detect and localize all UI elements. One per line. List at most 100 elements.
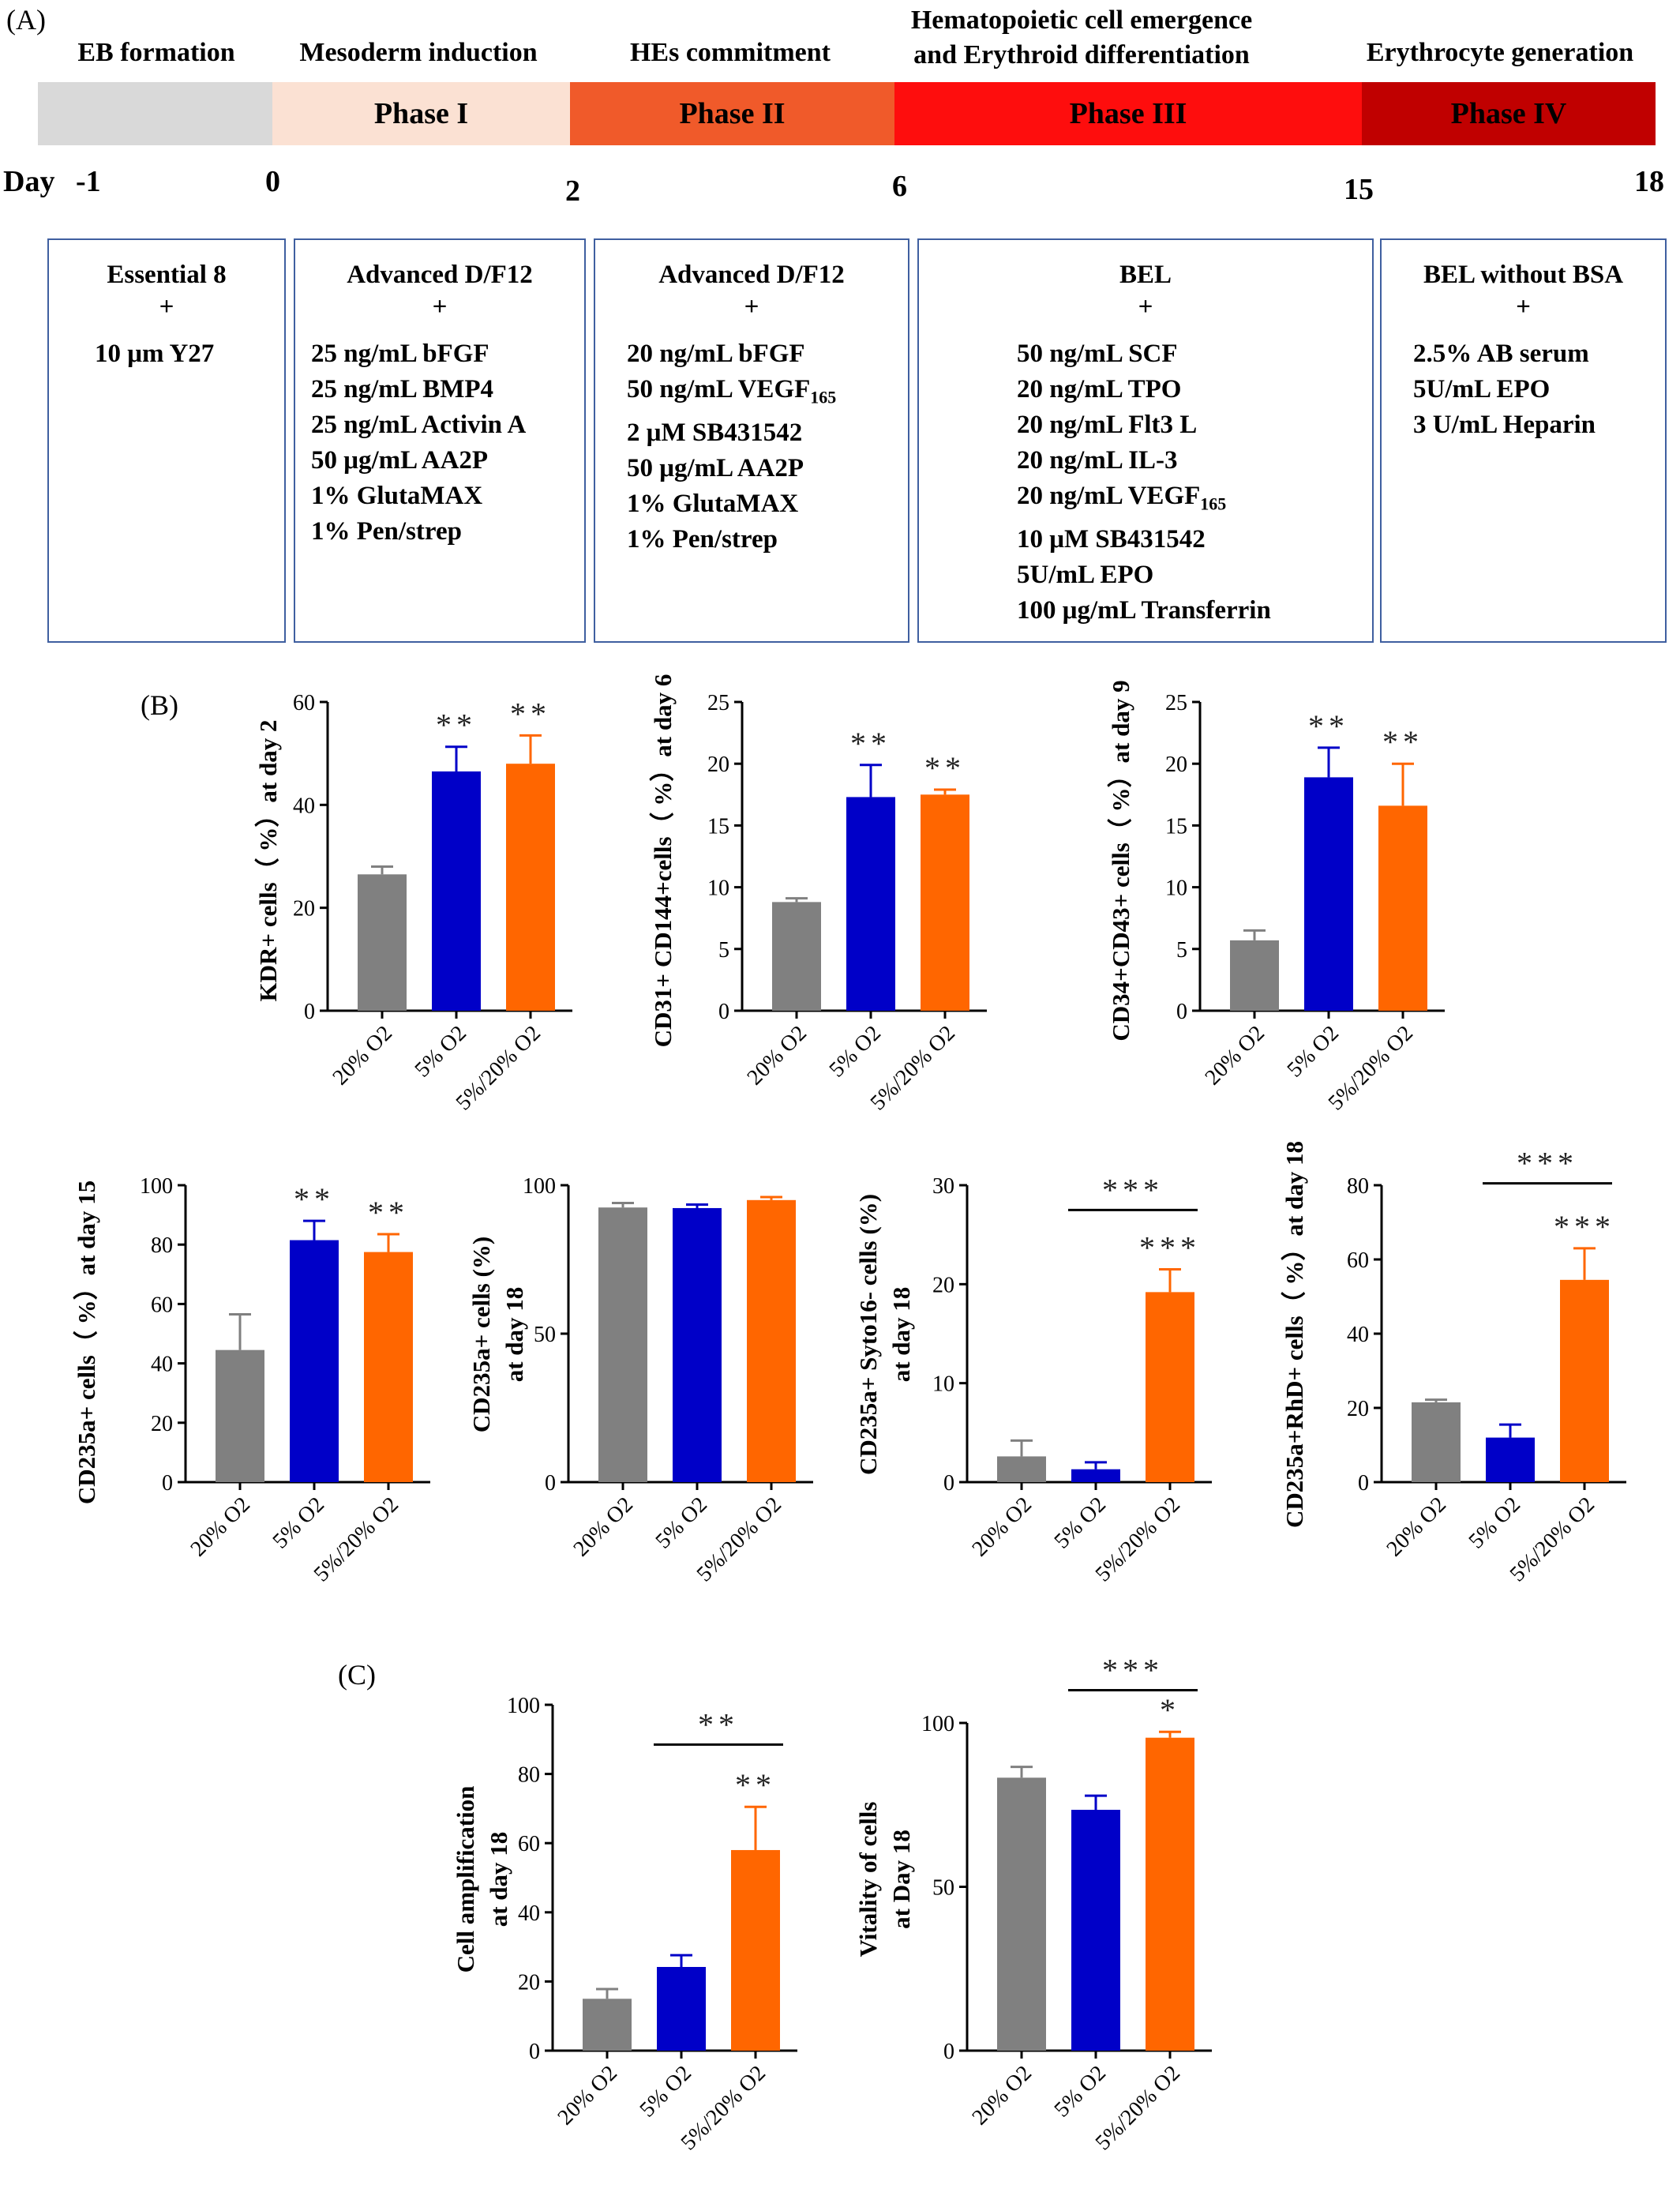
bar-chart: 0 10 20 30 CD235a+ Syto16- cells (%) at day 1… (854, 1172, 1212, 1586)
bar (846, 797, 895, 1011)
bar (772, 902, 821, 1011)
medium-box-phase-3: BEL + 50 ng/mL SCF 20 ng/mL TPO 20 ng/mL… (917, 238, 1374, 643)
bracket-stars: *** (1102, 1172, 1164, 1207)
medium-item: 2 μM SB431542 (627, 418, 803, 447)
y-tick-label: 0 (943, 1471, 954, 1496)
day-label: 18 (1634, 165, 1664, 198)
medium-item: 20 ng/mL Flt3 L (1017, 411, 1198, 439)
bar (1071, 1469, 1120, 1482)
day-label: 15 (1344, 173, 1374, 206)
y-axis-label: at day 18 (501, 1287, 528, 1383)
day-label: 0 (265, 165, 280, 198)
medium-item: 1% Pen/strep (627, 524, 778, 554)
y-tick-label: 0 (1176, 1000, 1187, 1024)
bracket-stars: *** (1517, 1146, 1578, 1181)
y-tick-label: 20 (293, 897, 315, 921)
bar-chart: 0 5 10 15 20 25 CD31+ CD144+cells（ %）at day 6 2… (649, 674, 987, 1115)
medium-base: Essential 8 (107, 261, 227, 289)
y-tick-label: 0 (304, 1000, 315, 1024)
y-tick-label: 80 (151, 1233, 173, 1258)
y-tick-label: 20 (1165, 753, 1187, 777)
y-tick-label: 20 (707, 753, 729, 777)
bar (216, 1349, 264, 1482)
bar (731, 1849, 780, 2051)
significance-stars: ** (1308, 708, 1349, 744)
day-label: 2 (565, 175, 580, 208)
x-tick-label: 5% O2 (1049, 1492, 1110, 1553)
x-tick-label: 20% O2 (1201, 1021, 1269, 1090)
medium-base: Advanced D/F12 (658, 261, 845, 289)
y-tick-label: 30 (932, 1174, 954, 1199)
y-tick-label: 0 (943, 2040, 954, 2064)
medium-base: Advanced D/F12 (347, 261, 533, 289)
day-label: -1 (76, 165, 101, 198)
significance-stars: ** (368, 1195, 409, 1230)
x-tick-label: 5% O2 (651, 1492, 711, 1553)
medium-item: 25 ng/mL BMP4 (311, 375, 494, 403)
medium-item: 20 ng/mL TPO (1017, 375, 1182, 403)
x-tick-label: 20% O2 (328, 1021, 397, 1090)
bar (1146, 1737, 1194, 2051)
significance-stars: ** (924, 750, 966, 786)
bar (1486, 1437, 1535, 1482)
y-tick-label: 100 (140, 1174, 173, 1199)
bar (1378, 805, 1427, 1011)
y-axis-label: Vitality of cells (854, 1802, 882, 1957)
bar (364, 1252, 413, 1482)
medium-item: 20 ng/mL bFGF (627, 340, 805, 368)
y-tick-label: 50 (534, 1323, 556, 1347)
bar (1560, 1279, 1609, 1482)
stage-title-hematopoietic: Hematopoietic cell emergence and Erythro… (910, 6, 1253, 69)
bar (673, 1207, 722, 1482)
bar (747, 1199, 796, 1482)
y-axis-label: CD235a+ Syto16- cells (%) (854, 1194, 882, 1475)
y-tick-label: 40 (518, 1901, 540, 1926)
y-tick-label: 5 (1176, 938, 1187, 963)
medium-item: 5U/mL EPO (1017, 560, 1154, 589)
y-axis-label: CD31+ CD144+cells（ %）at day 6 (649, 674, 677, 1048)
bracket-stars: *** (1102, 1653, 1164, 1688)
medium-plus: + (159, 293, 174, 321)
bar (997, 1777, 1046, 2051)
x-tick-label: 5% O2 (268, 1492, 328, 1553)
y-axis-label: at day 18 (485, 1832, 512, 1927)
x-tick-label: 20% O2 (1382, 1492, 1451, 1561)
day-label: 6 (892, 170, 907, 203)
timeline-phase-2: Phase II (570, 82, 894, 145)
significance-stars: *** (1139, 1230, 1201, 1266)
medium-item: 50 μg/mL AA2P (627, 453, 804, 482)
medium-item: 50 μg/mL AA2P (311, 446, 489, 475)
bar (432, 771, 481, 1011)
medium-item: 25 ng/mL Activin A (311, 411, 527, 439)
y-tick-label: 10 (1165, 876, 1187, 901)
y-tick-label: 25 (707, 691, 729, 715)
medium-base: BEL without BSA (1423, 261, 1624, 289)
bar-chart: 0 50 100 CD235a+ cells (%) at day 18 20% O2 5%… (467, 1174, 813, 1586)
x-tick-label: 20% O2 (553, 2061, 622, 2130)
bar (583, 1999, 632, 2051)
y-tick-label: 0 (718, 1000, 729, 1024)
medium-plus: + (744, 293, 759, 321)
bar (598, 1207, 647, 1482)
panel-a-label: (A) (6, 4, 46, 36)
stage-title-mesoderm: Mesoderm induction (299, 38, 538, 67)
bar-chart: 0 20 40 60 KDR+ cells（ %）at day 2 20% O2 ** 5% … (254, 691, 572, 1115)
medium-item: 20 ng/mL VEGF165 (1017, 482, 1227, 514)
medium-plus: + (1516, 293, 1531, 321)
medium-box-phase-2: Advanced D/F12 + 20 ng/mL bFGF 50 ng/mL … (594, 238, 909, 643)
y-tick-label: 20 (1347, 1397, 1369, 1421)
y-tick-label: 5 (718, 938, 729, 963)
medium-item: 1% GlutaMAX (311, 482, 483, 510)
y-tick-label: 100 (507, 1694, 540, 1718)
medium-item: 2.5% AB serum (1413, 340, 1589, 368)
medium-plus: + (432, 293, 448, 321)
bar (1146, 1292, 1194, 1482)
panel-b-label: (B) (141, 689, 178, 721)
bar-chart: 0 20 40 60 80 CD235a+RhD+ cells（ %）at day 18 2… (1281, 1141, 1626, 1586)
medium-plus: + (1138, 293, 1153, 321)
x-tick-label: 20% O2 (743, 1021, 812, 1090)
y-tick-label: 0 (529, 2040, 540, 2064)
medium-item: 10 μM SB431542 (1017, 524, 1206, 554)
significance-stars: ** (1382, 724, 1423, 760)
timeline-phase-3: Phase III (894, 82, 1362, 145)
